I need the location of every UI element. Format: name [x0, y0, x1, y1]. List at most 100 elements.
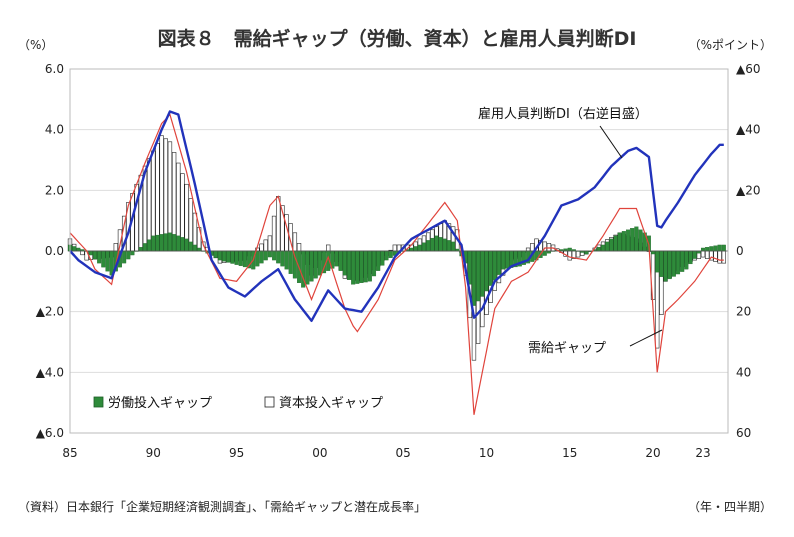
x-tick-label: 23: [695, 446, 710, 460]
labor-gap-bar: [147, 239, 152, 252]
left-tick-label: 0.0: [45, 244, 64, 258]
labor-gap-bar: [226, 250, 231, 263]
labor-gap-bar: [451, 241, 456, 252]
capital-gap-bar: [705, 250, 710, 259]
labor-gap-bar: [446, 240, 451, 252]
capital-gap-bar: [296, 243, 302, 252]
left-axis-ticks: 6.0 4.0 2.0 0.0 ▲2.0 ▲4.0 ▲6.0: [36, 62, 64, 440]
right-tick-label: ▲60: [736, 62, 761, 76]
capital-gap-bar: [276, 196, 281, 252]
labor-gap-bar: [617, 232, 622, 252]
x-tick-label: 15: [562, 446, 577, 460]
labor-gap-bar: [655, 250, 660, 273]
labor-gap-bar: [442, 238, 447, 252]
labor-gap-bar: [367, 250, 372, 282]
labor-gap-bar: [76, 247, 81, 252]
labor-gap-bar: [388, 250, 393, 258]
labor-gap-bar: [601, 244, 606, 252]
capital-gap-bar: [267, 235, 273, 252]
labor-gap-bar: [376, 250, 381, 271]
capital-gap-bar: [700, 250, 706, 258]
capital-gap-bar: [567, 250, 572, 261]
labor-gap-bar: [342, 250, 347, 276]
labor-gap-bar: [126, 250, 131, 260]
x-tick-label: 95: [229, 446, 244, 460]
labor-gap-bar: [413, 246, 418, 252]
labor-gap-bar: [471, 250, 476, 306]
labor-gap-bar: [222, 250, 227, 262]
x-tick-label: 90: [146, 446, 161, 460]
labor-gap-bar: [621, 231, 626, 252]
di-line-label: 雇用人員判断DI（右逆目盛）: [478, 106, 648, 122]
labor-gap-bar: [176, 235, 181, 252]
labor-gap-bar: [334, 250, 339, 267]
labor-gap-bar: [163, 233, 168, 252]
right-tick-label: ▲20: [736, 183, 761, 197]
left-tick-label: 4.0: [45, 123, 64, 137]
labor-gap-bar: [92, 250, 98, 260]
capital-gap-bar: [721, 250, 727, 264]
capital-gap-bar: [113, 243, 118, 252]
employment-di-line: [69, 110, 724, 322]
labor-gap-bar: [688, 250, 693, 265]
labor-gap-bar: [476, 250, 481, 302]
labor-gap-bar: [213, 250, 218, 258]
supply-demand-gap-line: [69, 113, 724, 415]
labor-gap-bar: [363, 250, 368, 283]
labor-gap-bar: [167, 232, 172, 252]
labor-gap-bar: [676, 250, 681, 275]
labor-gap-bar: [371, 250, 377, 277]
x-tick-label: 05: [396, 446, 411, 460]
legend-labor-swatch: [93, 396, 104, 408]
legend-labor-label: 労働投入ギャップ: [108, 395, 212, 411]
capital-gap-bar: [392, 244, 398, 252]
labor-gap-bar: [197, 247, 202, 252]
capital-gap-bar: [292, 232, 298, 252]
labor-gap-bar: [355, 250, 360, 284]
capital-gap-bar: [546, 243, 552, 252]
left-tick-label: ▲4.0: [36, 365, 64, 379]
left-tick-label: ▲2.0: [36, 305, 64, 319]
labor-gap-bar: [313, 250, 318, 279]
labor-gap-bar: [172, 234, 177, 252]
capital-gap-bar: [717, 250, 722, 264]
right-tick-label: 60: [736, 426, 751, 440]
labor-gap-bar: [217, 250, 222, 261]
labor-gap-bar: [426, 240, 431, 252]
left-tick-label: 6.0: [45, 62, 64, 76]
capital-gap-bar: [259, 243, 264, 252]
labor-gap-bar: [421, 242, 427, 252]
labor-gap-bar: [180, 237, 185, 252]
labor-gap-bar: [347, 250, 352, 280]
labor-gap-bar: [492, 250, 497, 281]
labor-gap-bar: [626, 229, 631, 252]
capital-gap-bar: [80, 250, 85, 256]
labor-gap-bar: [159, 234, 164, 252]
x-tick-label: 85: [62, 446, 77, 460]
capital-gap-bar: [271, 215, 277, 252]
labor-gap-bar: [192, 244, 197, 252]
left-tick-label: ▲6.0: [36, 426, 64, 440]
labor-gap-bar: [634, 226, 639, 252]
chart-title: 図表８ 需給ギャップ（労働、資本）と雇用人員判断DI: [157, 28, 637, 50]
labor-gap-bar: [284, 250, 289, 270]
period-note: （年・四半期）: [687, 500, 772, 514]
labor-gap-bar: [609, 238, 614, 252]
right-tick-label: 20: [736, 305, 751, 319]
x-tick-label: 20: [645, 446, 660, 460]
labor-gap-bar: [288, 250, 293, 274]
labor-gap-bar: [605, 241, 610, 252]
labor-gap-bar: [142, 243, 147, 252]
labor-gap-bar: [267, 250, 272, 258]
labor-gap-bar: [584, 250, 589, 255]
capital-gap-bar: [326, 244, 331, 252]
labor-gap-bar: [255, 250, 260, 267]
labor-gap-bar: [630, 228, 635, 252]
labor-gap-bar: [272, 250, 277, 261]
labor-gap-bar: [276, 250, 281, 264]
right-tick-label: ▲40: [736, 123, 761, 137]
labor-gap-bar: [259, 250, 264, 264]
labor-gap-bar: [72, 246, 77, 252]
labor-gap-bar: [105, 250, 110, 272]
labor-gap-bar: [596, 247, 601, 252]
